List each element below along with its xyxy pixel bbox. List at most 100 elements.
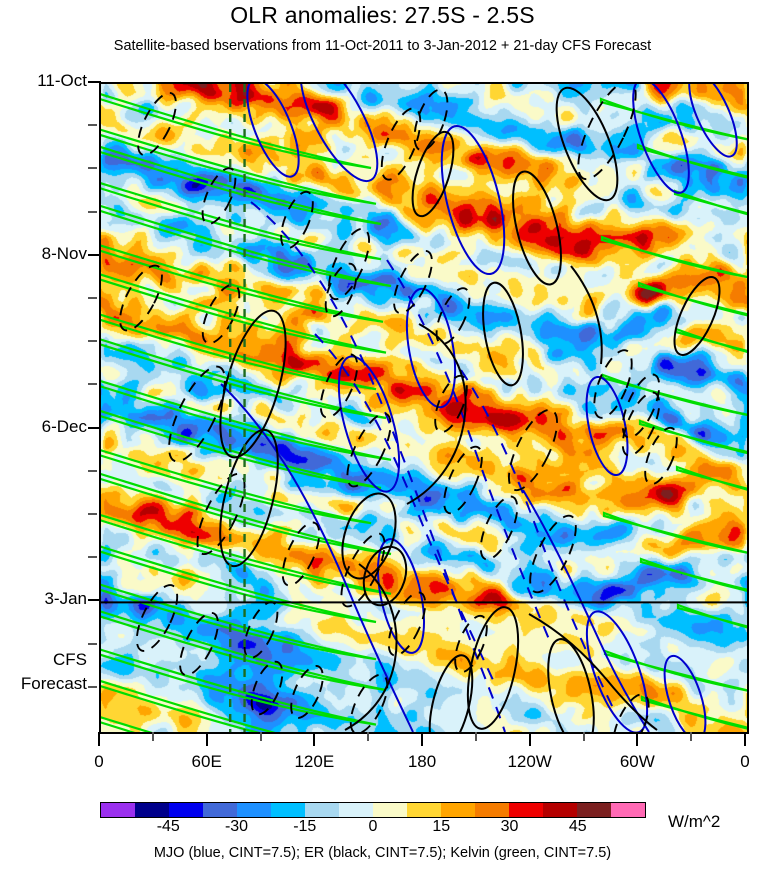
y-axis-tick-major	[88, 599, 101, 602]
kelvin-contour	[101, 182, 382, 261]
y-axis-label-cfs-forecast-line2: Forecast	[20, 674, 87, 694]
x-axis-label-120e: 120E	[294, 752, 335, 771]
kelvin-contour	[676, 603, 747, 629]
er-contour-dashed	[349, 673, 389, 732]
colorbar-swatch-0	[101, 803, 135, 817]
y-axis-tick-minor	[88, 210, 97, 213]
page-title: OLR anomalies: 27.5S - 2.5S	[230, 2, 535, 28]
x-axis-tick-minor	[151, 732, 154, 741]
y-axis-tick-minor	[88, 556, 97, 559]
mjo-contour	[246, 84, 300, 178]
er-contour-dashed	[593, 349, 633, 419]
colorbar-swatch-6	[305, 803, 339, 817]
y-axis-label-3-jan: 3-Jan	[44, 589, 87, 609]
y-axis-label-11-oct: 11-Oct	[37, 71, 87, 90]
er-contour	[555, 86, 619, 202]
er-contour	[570, 265, 603, 365]
kelvin-contour	[101, 716, 153, 732]
colorbar-swatch-11	[475, 803, 509, 817]
er-contour-dashed	[319, 353, 359, 419]
kelvin-contour	[101, 146, 382, 226]
er-contour-dashed	[621, 373, 661, 439]
er-contour	[512, 170, 562, 286]
er-contour	[219, 428, 279, 568]
er-contour-dashed	[621, 391, 661, 457]
er-contour-dashed	[507, 408, 559, 492]
er-contour	[428, 654, 474, 732]
er-contour-dashed	[434, 374, 468, 434]
colorbar-unit-label: W/m^2	[668, 812, 721, 831]
colorbar	[100, 802, 646, 818]
kelvin-contour	[601, 373, 747, 416]
y-axis-label-cfs-forecast-line1: CFS	[53, 650, 87, 670]
colorbar-swatch-10	[441, 803, 475, 817]
er-contour-dashed	[201, 283, 241, 345]
x-axis-tick-major	[636, 732, 639, 746]
er-contour	[673, 276, 721, 356]
mjo-contour	[405, 287, 457, 409]
er-contour-dashed	[327, 227, 371, 301]
x-axis-tick-minor	[367, 732, 370, 741]
mjo-contour	[632, 84, 690, 194]
kelvin-contour	[640, 695, 747, 730]
y-axis-tick-major	[88, 426, 101, 429]
kelvin-contour	[101, 93, 372, 170]
er-contour-dashed	[644, 426, 678, 486]
er-contour-dashed	[577, 84, 637, 181]
mjo-contour	[585, 610, 649, 732]
kelvin-contour	[101, 204, 392, 288]
y-axis-tick-major	[88, 253, 101, 256]
colorbar-swatch-7	[339, 803, 373, 817]
contour-legend-caption: MJO (blue, CINT=7.5); ER (black, CINT=7.…	[153, 845, 612, 861]
colorbar-tick-15: 15	[432, 818, 451, 835]
kelvin-contour	[101, 472, 392, 556]
mjo-contour	[522, 489, 650, 732]
colorbar-swatch-8	[373, 803, 407, 817]
colorbar-swatch-14	[577, 803, 611, 817]
er-contour-dashed	[135, 584, 179, 652]
y-axis-tick-minor	[88, 513, 97, 515]
er-contour-dashed	[179, 611, 219, 677]
mjo-contour-dashed	[460, 369, 614, 709]
mjo-contour	[220, 383, 414, 732]
colorbar-tick--45: -45	[156, 818, 180, 835]
x-axis-tick-major	[528, 732, 531, 746]
er-contour-dashed	[612, 693, 650, 732]
kelvin-contour	[101, 610, 387, 692]
x-axis-tick-minor	[474, 732, 477, 741]
kelvin-contour	[101, 380, 392, 461]
kelvin-contour	[101, 449, 372, 525]
x-axis-label-0: 0	[94, 752, 104, 771]
er-contour-dashed	[201, 167, 237, 225]
kelvin-contour	[101, 583, 377, 661]
x-axis-tick-minor	[582, 732, 585, 741]
er-contour-dashed	[529, 514, 577, 594]
x-axis-tick-major	[313, 732, 316, 746]
colorbar-swatch-9	[407, 803, 441, 817]
er-contour-dashed	[393, 249, 433, 315]
y-axis-tick-minor	[88, 167, 97, 170]
kelvin-contour	[674, 327, 747, 353]
kelvin-contour	[101, 545, 377, 624]
er-contour	[528, 613, 658, 731]
x-axis-label-60w: 60W	[619, 752, 655, 771]
x-axis-label-0: 0	[740, 752, 750, 771]
er-contour	[344, 563, 398, 731]
kelvin-contour	[101, 313, 377, 391]
kelvin-contour	[638, 419, 747, 455]
colorbar-swatch-5	[271, 803, 305, 817]
colorbar-swatch-4	[237, 803, 271, 817]
colorbar-swatch-3	[203, 803, 237, 817]
er-contour	[466, 606, 520, 730]
mjo-contour	[688, 84, 738, 158]
er-contour-dashed	[454, 614, 488, 674]
y-axis-tick-minor	[88, 469, 97, 472]
y-axis-tick-minor	[88, 383, 97, 386]
er-contour	[547, 638, 595, 732]
y-axis-label-6-dec: 6-Dec	[41, 416, 87, 436]
colorbar-swatch-2	[169, 803, 203, 817]
er-contour	[341, 492, 397, 580]
x-axis-label-60e: 60E	[191, 752, 222, 771]
er-contour-dashed	[380, 107, 422, 181]
mjo-contour	[337, 355, 401, 493]
